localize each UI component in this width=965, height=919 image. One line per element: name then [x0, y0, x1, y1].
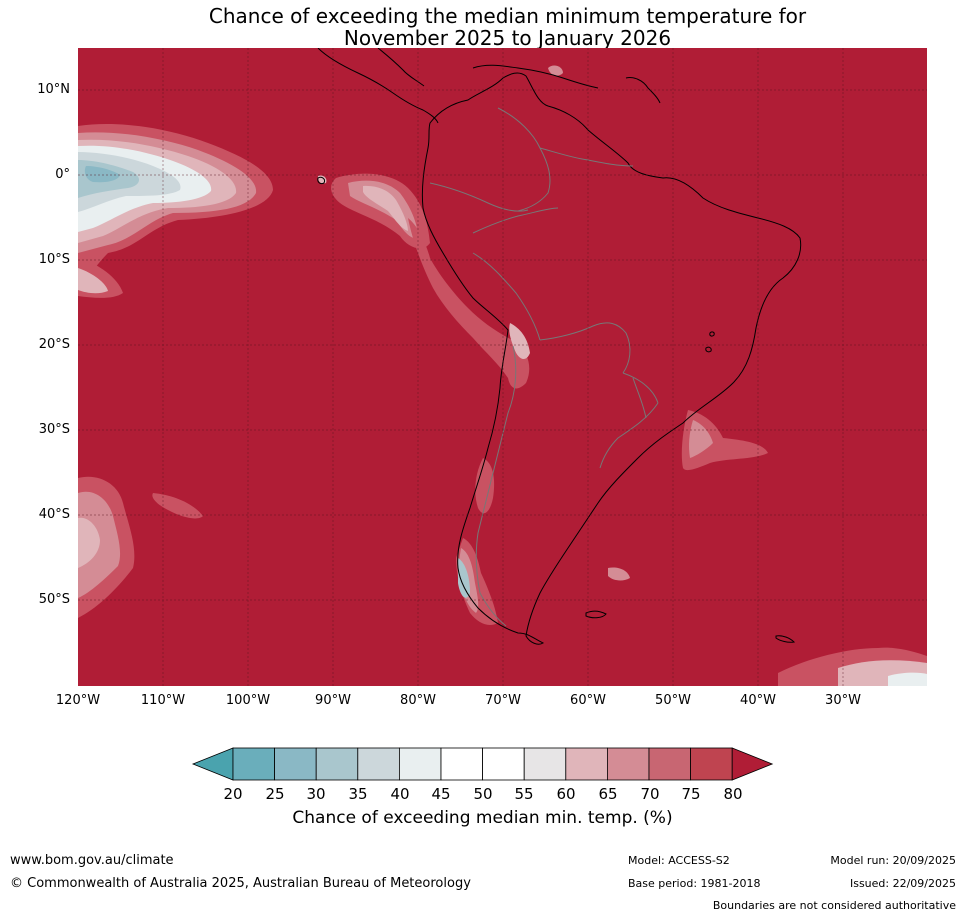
south-georgia [775, 635, 796, 643]
colorbar-tick-70: 70 [640, 785, 660, 803]
lat-label-40s: 40°S [38, 507, 70, 522]
land-outlines [317, 48, 802, 645]
lon-label-40w: 40°W [740, 693, 776, 708]
title-line-2: November 2025 to January 2026 [343, 26, 672, 50]
colorbar-tick-80: 80 [723, 785, 743, 803]
central-america-coastline [317, 48, 439, 124]
lat-label-20s: 20°S [38, 337, 70, 352]
colorbar-tick-55: 55 [514, 785, 534, 803]
colorbar-tick-30: 30 [306, 785, 326, 803]
footer-model-run: Model run: 20/09/2025 [830, 854, 956, 867]
colorbar-bin-30-35 [315, 747, 359, 781]
south-america-coastline [421, 72, 802, 645]
map-title: Chance of exceeding the median minimum t… [0, 5, 965, 49]
lon-label-30w: 30°W [825, 693, 861, 708]
probability-map [78, 48, 927, 686]
peru-coast-anomaly [331, 173, 430, 249]
colorbar-bin-55-60 [523, 747, 567, 781]
colorbar-tick-45: 45 [431, 785, 451, 803]
colorbar-tick-25: 25 [265, 785, 285, 803]
colorbar-bin-20-25 [232, 747, 275, 781]
equatorial-pacific-anomaly [78, 123, 273, 288]
colorbar-arrow-high [731, 747, 774, 781]
footer-website[interactable]: www.bom.gov.au/climate [10, 853, 174, 868]
colorbar-bin-35-40 [357, 747, 400, 781]
colorbar-tick-75: 75 [681, 785, 701, 803]
graticule [78, 48, 927, 686]
colorbar-bin-45-50 [440, 747, 483, 781]
colorbar-bin-75-80 [690, 747, 733, 781]
footer-issued: Issued: 22/09/2025 [849, 877, 956, 890]
colorbar-bin-50-55 [482, 747, 525, 781]
colorbar-tick-50: 50 [473, 785, 493, 803]
minor-anomalies [78, 65, 927, 686]
colorbar-bin-25-30 [274, 747, 317, 781]
colorbar-arrow-low [191, 747, 234, 781]
footer-disclaimer: Boundaries are not considered authoritat… [712, 899, 956, 912]
lat-label-10n: 10°N [37, 82, 70, 97]
footer-base-period: Base period: 1981-2018 [628, 877, 761, 890]
footer-copyright: © Commonwealth of Australia 2025, Austra… [10, 876, 471, 891]
country-borders [429, 107, 659, 627]
andes-anomaly [408, 218, 530, 625]
lon-label-70w: 70°W [485, 693, 521, 708]
title-line-1: Chance of exceeding the median minimum t… [208, 4, 807, 28]
lon-label-80w: 80°W [400, 693, 436, 708]
lon-label-60w: 60°W [570, 693, 606, 708]
colorbar-tick-40: 40 [390, 785, 410, 803]
colorbar-bin-70-75 [648, 747, 691, 781]
colorbar-tick-20: 20 [223, 785, 243, 803]
lat-label-10s: 10°S [38, 252, 70, 267]
lon-label-50w: 50°W [655, 693, 691, 708]
colorbar-bin-65-70 [606, 747, 650, 781]
lat-label-30s: 30°S [38, 422, 70, 437]
falkland-islands [585, 610, 607, 619]
colorbar-tick-60: 60 [556, 785, 576, 803]
colorbar [191, 747, 774, 781]
colorbar-bin-40-45 [398, 747, 442, 781]
lat-label-0: 0° [55, 167, 70, 182]
colorbar-label: Chance of exceeding median min. temp. (%… [292, 808, 673, 828]
colorbar-tick-65: 65 [598, 785, 618, 803]
colorbar-bin-60-65 [565, 747, 608, 781]
lon-label-90w: 90°W [315, 693, 351, 708]
lon-label-100w: 100°W [225, 693, 271, 708]
lat-label-50s: 50°S [38, 592, 70, 607]
lon-label-110w: 110°W [140, 693, 186, 708]
lon-label-120w: 120°W [55, 693, 101, 708]
footer-model: Model: ACCESS-S2 [628, 854, 730, 867]
colorbar-tick-35: 35 [348, 785, 368, 803]
